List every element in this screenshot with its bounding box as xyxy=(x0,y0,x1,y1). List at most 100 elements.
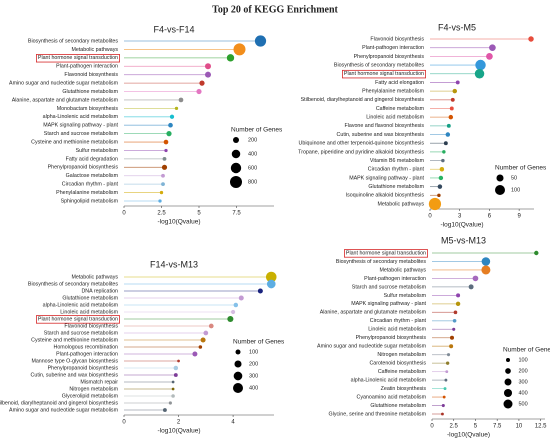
point xyxy=(173,365,179,371)
category-label: Tropane, piperidine and pyridine alkaloi… xyxy=(298,149,424,155)
point xyxy=(265,271,277,283)
category-label: Linoleic acid metabolism xyxy=(60,309,118,315)
point xyxy=(449,344,454,349)
x-tick-label: 12.5 xyxy=(535,424,547,430)
point xyxy=(442,395,446,399)
point xyxy=(528,36,534,42)
category-label: Circadian rhythm - plant xyxy=(368,167,425,173)
category-label: Mannose type O-glycan biosynthesis xyxy=(31,358,118,364)
point xyxy=(481,265,491,275)
category-label: Plant-pathogen interaction xyxy=(362,45,424,51)
point xyxy=(171,380,175,384)
point xyxy=(198,345,203,349)
category-label: alpha-Linolenic acid metabolism xyxy=(43,302,119,308)
size-legend-label: 300 xyxy=(519,379,528,385)
point xyxy=(489,44,496,52)
category-label: Nitrogen metabolism xyxy=(69,386,118,392)
category-label: Ubiquinone and other terpenoid-quinone b… xyxy=(299,141,425,147)
panel-title: F4-vs-F14 xyxy=(153,24,194,34)
x-axis-label: -log10(Qvalue) xyxy=(447,432,490,438)
category-label: Caffeine metabolism xyxy=(376,106,425,112)
x-tick-label: 0 xyxy=(122,420,126,426)
point xyxy=(441,403,445,408)
size-legend-label: 400 xyxy=(519,390,528,396)
point xyxy=(158,199,162,203)
category-label: Fatty acid elongation xyxy=(375,80,424,86)
point xyxy=(254,35,267,47)
point xyxy=(200,337,206,343)
point xyxy=(168,401,172,405)
point xyxy=(166,131,172,137)
size-legend-title: Number of Genes xyxy=(495,165,547,172)
category-label: Amino sugar and nucleotide sugar metabol… xyxy=(9,81,119,87)
point xyxy=(161,182,165,187)
category-label: MAPK signaling pathway - plant xyxy=(351,301,426,307)
category-label: alpha-Linolenic acid metabolism xyxy=(43,114,119,120)
point xyxy=(192,351,198,357)
x-tick-label: 2.5 xyxy=(157,211,166,217)
category-label: alpha-Linolenic acid metabolism xyxy=(351,378,427,384)
category-label: Glutathione metabolism xyxy=(62,295,118,301)
category-label: Caffeine metabolism xyxy=(378,369,427,375)
point xyxy=(171,387,175,391)
point xyxy=(445,361,450,365)
point xyxy=(428,197,442,211)
size-legend-label: 400 xyxy=(248,151,257,157)
point xyxy=(481,257,491,266)
category-label: Cyanoamino acid metabolism xyxy=(357,394,427,400)
point xyxy=(437,184,443,189)
category-label: Biosynthesis of secondary metabolites xyxy=(28,281,118,287)
category-label: Glycerolipid metabolism xyxy=(62,393,119,399)
size-legend-label: 800 xyxy=(248,179,257,185)
point xyxy=(161,164,168,170)
category-label: MAPK signaling pathway - plant xyxy=(349,175,424,181)
size-legend-label: 200 xyxy=(248,137,257,143)
category-label: Glutathione metabolism xyxy=(370,403,426,409)
highlight-box xyxy=(36,315,120,324)
size-legend-marker xyxy=(230,162,242,174)
category-label: Flavone and flavonol biosynthesis xyxy=(344,123,424,129)
category-label: Cysteine and methionine metabolism xyxy=(31,139,118,145)
category-label: Stilbenoid, diarylheptanoid and gingerol… xyxy=(301,97,425,103)
point xyxy=(162,408,167,412)
category-label: Amino sugar and nucleotide sugar metabol… xyxy=(317,344,427,350)
category-label: Flavonoid biosynthesis xyxy=(64,72,118,78)
point xyxy=(486,53,493,60)
point xyxy=(437,193,441,198)
figure-title: Top 20 of KEGG Enrichment xyxy=(212,4,338,15)
size-legend-marker xyxy=(496,174,504,182)
x-axis-label: -log10(Qvalue) xyxy=(441,222,484,229)
category-label: Metabolic pathways xyxy=(71,274,118,280)
category-label: MAPK signaling pathway - plant xyxy=(43,123,118,129)
size-legend-label: 600 xyxy=(248,165,257,171)
x-tick-label: 0 xyxy=(430,424,434,430)
point xyxy=(472,275,479,282)
category-label: Glycine, serine and threonine metabolism xyxy=(329,411,427,417)
category-label: Plant-pathogen interaction xyxy=(56,64,118,70)
point xyxy=(238,295,244,301)
category-label: Glutathione metabolism xyxy=(62,89,118,95)
category-label: Linoleic acid metabolism xyxy=(366,115,424,121)
x-tick-label: 3 xyxy=(458,214,462,220)
size-legend-marker xyxy=(505,368,511,374)
x-axis-label: -log10(Qvalue) xyxy=(158,428,201,435)
x-tick-label: 2.5 xyxy=(450,424,459,430)
point xyxy=(161,173,165,178)
category-label: DNA replication xyxy=(81,288,118,294)
size-legend-label: 200 xyxy=(519,368,528,374)
category-label: Starch and sucrose metabolism xyxy=(44,131,119,137)
point xyxy=(449,106,454,111)
x-axis-label: -log10(Qvalue) xyxy=(158,219,201,226)
category-label: Sphingolipid metabolism xyxy=(61,198,119,204)
size-legend-label: 400 xyxy=(249,385,258,391)
category-label: Alanine, aspartate and glutamate metabol… xyxy=(320,310,427,316)
category-label: Carotenoid biosynthesis xyxy=(369,361,426,367)
point xyxy=(468,284,474,290)
point xyxy=(208,323,214,329)
category-label: Galactose metabolism xyxy=(66,173,119,179)
category-label: Circadian rhythm - plant xyxy=(370,318,427,324)
x-tick-label: 4 xyxy=(231,420,235,426)
size-legend-marker xyxy=(504,378,512,386)
category-label: Plant-pathogen interaction xyxy=(364,276,426,282)
category-label: Cutin, suberine and wax biosynthesis xyxy=(337,132,425,138)
